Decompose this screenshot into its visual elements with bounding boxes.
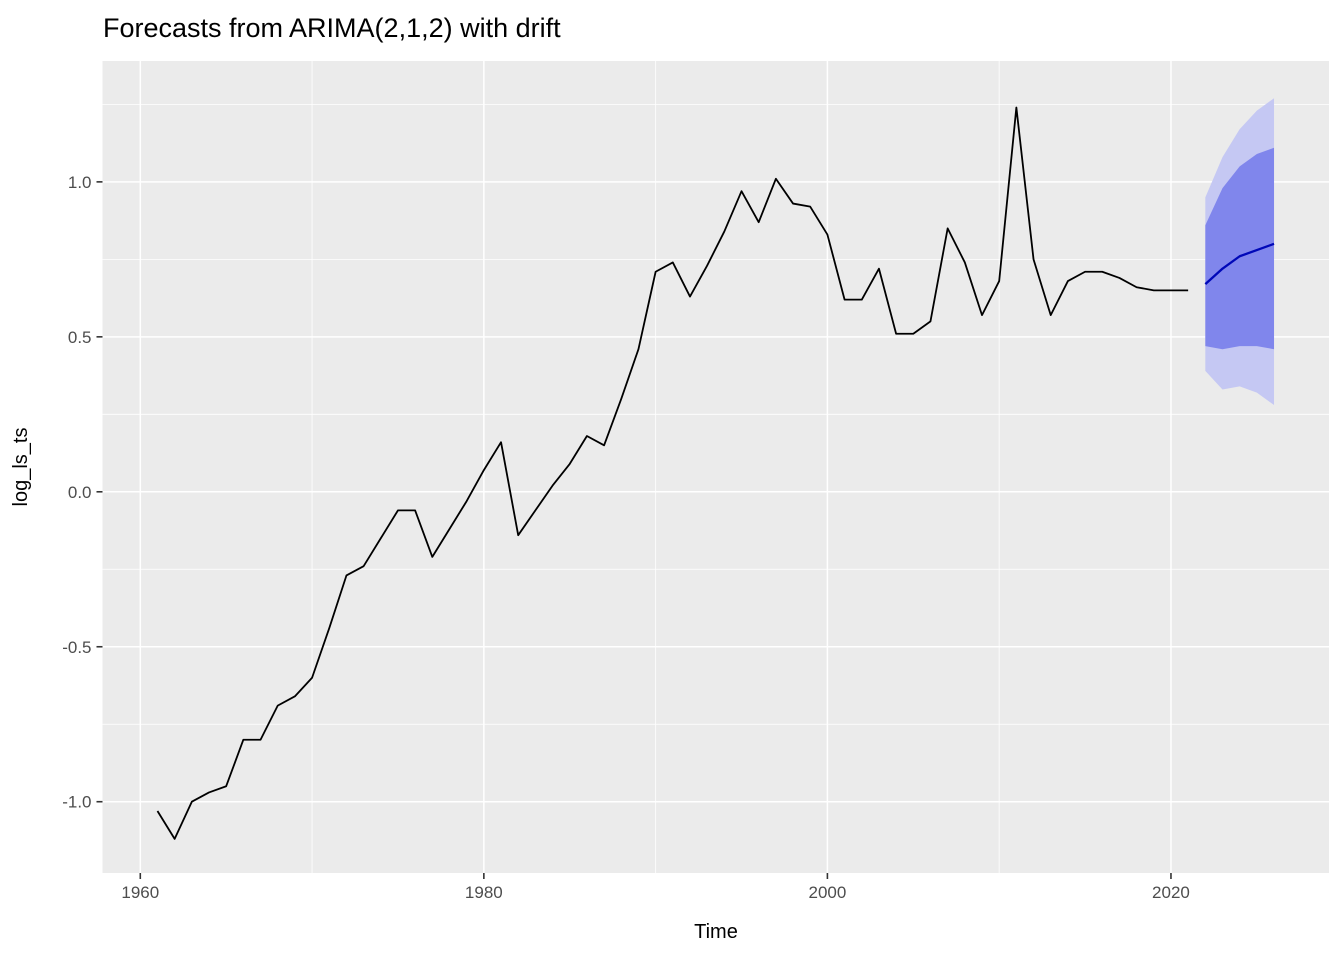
forecast-mean-line [1204,242,1275,285]
y-tick-label: 0.0 [68,483,92,502]
x-axis-title: Time [694,921,738,943]
gridlines-major [102,61,1329,873]
series-lines [156,106,1275,840]
forecast-confidence-bands [1205,98,1275,406]
x-tick-label: 1980 [465,883,503,902]
observed-line [156,106,1189,840]
y-axis-title: log_ls_ts [10,428,32,507]
x-tick-label: 2000 [808,883,846,902]
y-tick-label: -0.5 [62,638,91,657]
axis-tick-labels: 1960 1980 2000 2020 -1.0 -0.5 0.0 0.5 1.0 [62,173,1190,902]
x-tick-label: 1960 [121,883,159,902]
y-tick-label: 0.5 [68,328,92,347]
x-tick-label: 2020 [1152,883,1190,902]
plot-title: Forecasts from ARIMA(2,1,2) with drift [103,13,561,43]
confidence-band-80 [1205,147,1275,350]
plot-panel [102,61,1329,873]
y-tick-label: -1.0 [62,793,91,812]
axis-tick-marks [96,181,1172,879]
y-tick-label: 1.0 [68,173,92,192]
gridlines-minor [102,61,1329,873]
